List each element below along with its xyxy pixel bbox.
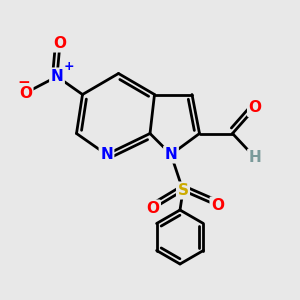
Text: N: N <box>51 69 63 84</box>
Text: −: − <box>17 75 30 90</box>
Text: O: O <box>53 36 67 51</box>
Text: O: O <box>19 85 32 100</box>
Text: H: H <box>249 150 261 165</box>
Text: N: N <box>100 147 113 162</box>
Text: S: S <box>178 183 188 198</box>
Text: +: + <box>64 60 74 73</box>
Text: O: O <box>211 198 224 213</box>
Text: O: O <box>248 100 262 116</box>
Text: O: O <box>146 201 160 216</box>
Text: N: N <box>165 147 177 162</box>
